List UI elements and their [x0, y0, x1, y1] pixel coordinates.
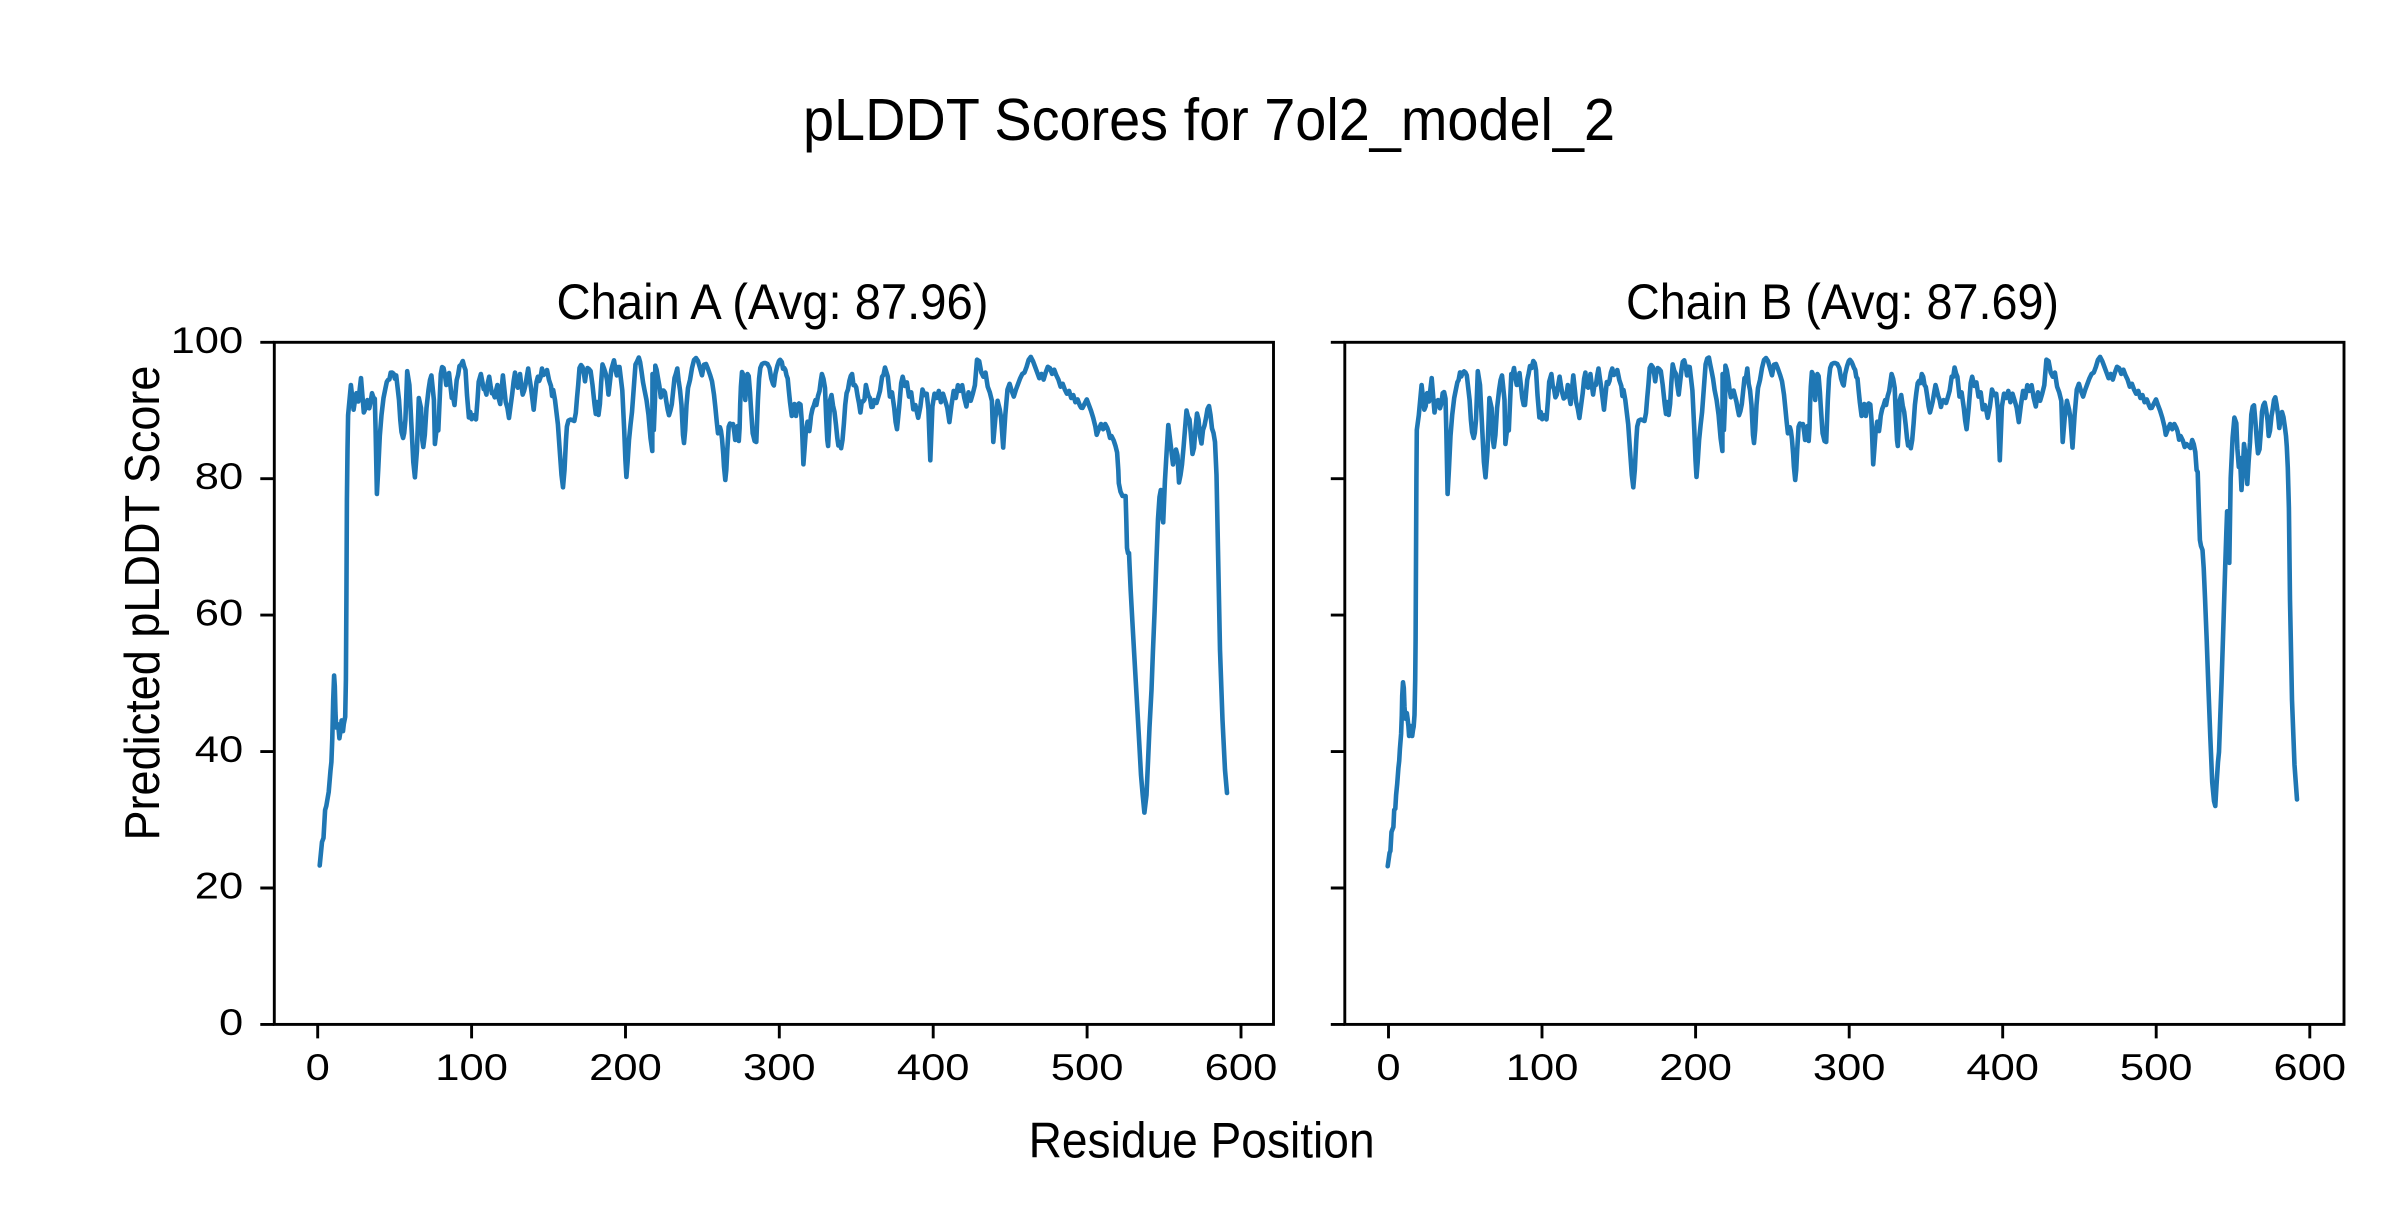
svg-text:500: 500 [1051, 1047, 1124, 1088]
svg-text:400: 400 [897, 1047, 970, 1088]
svg-text:300: 300 [1813, 1047, 1886, 1088]
svg-text:80: 80 [195, 456, 243, 497]
svg-text:600: 600 [1205, 1047, 1278, 1088]
svg-text:300: 300 [743, 1047, 816, 1088]
svg-text:0: 0 [219, 1002, 243, 1043]
svg-text:100: 100 [1506, 1047, 1579, 1088]
svg-text:Predicted pLDDT Score: Predicted pLDDT Score [116, 366, 170, 841]
svg-text:400: 400 [1966, 1047, 2039, 1088]
svg-text:Chain A (Avg: 87.96): Chain A (Avg: 87.96) [557, 274, 989, 330]
svg-text:pLDDT Scores for 7ol2_model_2: pLDDT Scores for 7ol2_model_2 [803, 87, 1615, 153]
svg-text:100: 100 [171, 320, 244, 361]
svg-text:0: 0 [1376, 1047, 1400, 1088]
svg-text:Residue Position: Residue Position [1029, 1112, 1375, 1168]
svg-text:60: 60 [195, 593, 243, 634]
svg-text:100: 100 [435, 1047, 508, 1088]
svg-text:600: 600 [2274, 1047, 2347, 1088]
svg-text:Chain B (Avg: 87.69): Chain B (Avg: 87.69) [1626, 274, 2059, 330]
svg-text:0: 0 [306, 1047, 330, 1088]
svg-text:500: 500 [2120, 1047, 2193, 1088]
svg-text:40: 40 [195, 729, 243, 770]
svg-text:20: 20 [195, 866, 243, 907]
svg-text:200: 200 [589, 1047, 662, 1088]
svg-text:200: 200 [1659, 1047, 1732, 1088]
